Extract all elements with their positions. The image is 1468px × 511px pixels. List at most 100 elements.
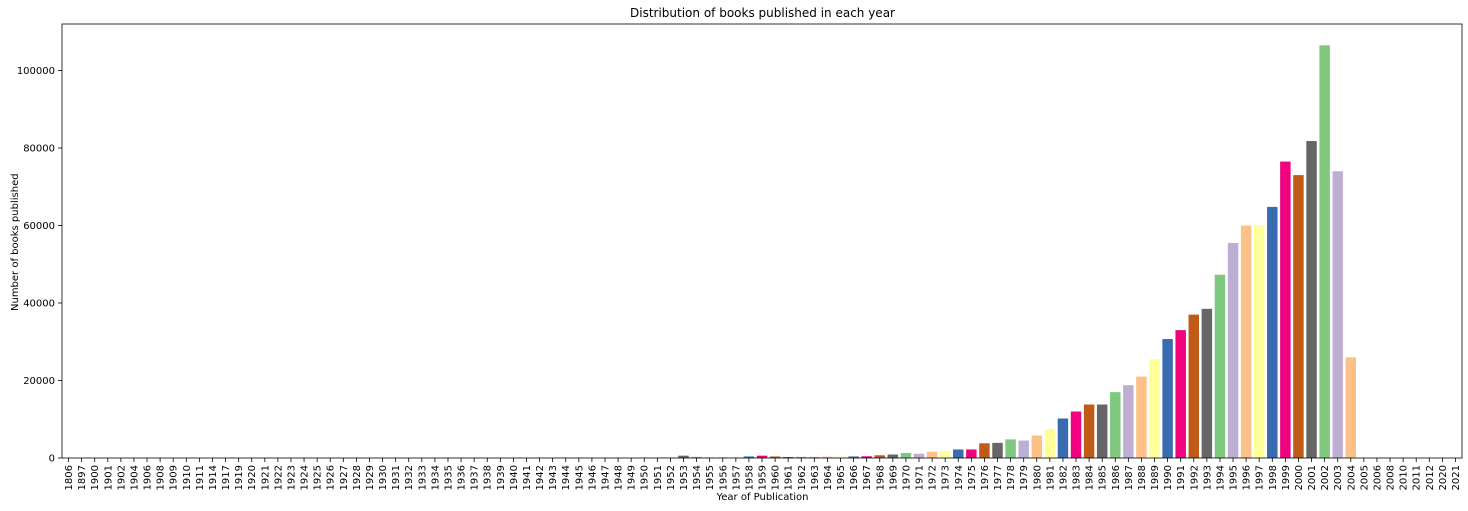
x-tick-label-1909: 1909 [169,465,180,490]
x-tick-label-1931: 1931 [391,465,402,490]
bar-1960 [769,456,781,458]
x-tick-label-1958: 1958 [744,465,755,490]
bar-1976 [979,443,990,458]
bar-1994 [1214,274,1226,458]
x-tick-label-1975: 1975 [967,465,978,490]
bar-1954 [691,456,702,458]
x-tick-label-1973: 1973 [941,465,952,490]
x-tick-label-1923: 1923 [286,465,297,490]
x-tick-label-1986: 1986 [1111,465,1122,490]
x-tick-label-1968: 1968 [875,465,886,490]
x-tick-label-2012: 2012 [1425,465,1436,490]
bar-1991 [1175,330,1186,459]
y-tick-label-40000: 40000 [23,299,55,310]
x-tick-label-1954: 1954 [692,465,703,490]
bar-1987 [1123,385,1134,458]
x-tick-label-1965: 1965 [836,465,847,490]
plot-frame [61,23,1463,459]
bar-2003 [1332,171,1343,458]
y-axis-label: Number of books published [10,173,21,311]
x-tick-label-1945: 1945 [574,465,585,490]
x-tick-label-1969: 1969 [888,465,899,490]
x-tick-label-1985: 1985 [1098,465,1109,490]
x-tick-label-1930: 1930 [378,465,389,490]
x-tick-label-1908: 1908 [156,465,167,490]
x-tick-label-2021: 2021 [1451,465,1462,490]
bar-1997 [1253,225,1265,458]
bar-1968 [874,455,885,458]
bar-1986 [1110,392,1121,459]
x-tick-label-1939: 1939 [496,465,507,490]
x-tick-label-1921: 1921 [260,465,271,490]
x-tick-label-2003: 2003 [1333,465,1344,490]
x-tick-label-1966: 1966 [849,465,860,490]
x-tick-label-1994: 1994 [1215,465,1226,490]
bar-1998 [1267,206,1278,458]
bar-1957 [730,456,742,458]
bar-1971 [913,453,925,458]
x-tick-label-1928: 1928 [352,465,363,490]
x-tick-label-1960: 1960 [771,465,782,490]
x-tick-label-2001: 2001 [1307,465,1318,490]
x-tick-label-1935: 1935 [443,465,454,490]
x-tick-label-2010: 2010 [1399,465,1410,490]
bar-1979 [1018,440,1029,458]
x-tick-label-1938: 1938 [483,465,494,490]
bar-1972 [926,451,938,458]
x-tick-label-2004: 2004 [1346,465,1357,490]
bar-2004 [1345,357,1357,458]
bar-1984 [1083,404,1095,458]
x-tick-label-1949: 1949 [627,465,638,490]
x-tick-label-1951: 1951 [653,465,664,490]
bar-1985 [1096,404,1108,458]
bar-2002 [1319,45,1330,459]
bar-1980 [1031,435,1042,458]
x-tick-label-1971: 1971 [915,465,926,490]
x-tick-label-1806: 1806 [64,465,75,490]
bar-1962 [796,456,807,458]
x-tick-label-1932: 1932 [404,465,415,490]
x-tick-label-1953: 1953 [679,465,690,490]
x-tick-label-2008: 2008 [1386,465,1397,490]
x-tick-label-1920: 1920 [247,465,258,490]
x-tick-label-1974: 1974 [954,465,965,490]
x-tick-label-1926: 1926 [326,465,337,490]
x-tick-label-1904: 1904 [129,465,140,490]
x-tick-label-1946: 1946 [587,465,598,490]
bar-1989 [1149,359,1160,458]
bar-2000 [1293,175,1304,459]
x-tick-label-1906: 1906 [143,465,154,490]
x-tick-label-1997: 1997 [1255,465,1266,490]
x-tick-label-1925: 1925 [313,465,324,490]
bar-1969 [887,454,899,458]
x-tick-label-1917: 1917 [221,465,232,490]
chart-title: Distribution of books published in each … [630,6,895,20]
x-tick-label-1962: 1962 [797,465,808,490]
x-tick-label-1984: 1984 [1085,465,1096,490]
x-tick-label-1922: 1922 [273,465,284,490]
x-tick-label-1981: 1981 [1045,465,1056,490]
x-tick-label-2006: 2006 [1372,465,1383,490]
x-tick-label-1976: 1976 [980,465,991,490]
x-tick-label-1924: 1924 [300,465,311,490]
x-tick-label-2005: 2005 [1359,465,1370,490]
x-tick-label-1967: 1967 [862,465,873,490]
x-tick-label-1901: 1901 [103,465,114,490]
bar-1975 [966,449,977,458]
x-tick-label-2002: 2002 [1320,465,1331,490]
bar-1993 [1201,308,1213,458]
bar-1999 [1280,161,1291,458]
x-tick-label-1941: 1941 [522,465,533,490]
x-tick-label-1943: 1943 [548,465,559,490]
x-tick-label-1957: 1957 [731,465,742,490]
y-tick-label-0: 0 [49,454,55,465]
bar-1983 [1070,411,1082,458]
x-tick-label-1900: 1900 [90,465,101,490]
bar-1964 [822,456,833,458]
x-tick-label-1964: 1964 [823,465,834,490]
x-tick-label-1914: 1914 [208,465,219,490]
x-tick-label-1979: 1979 [1019,465,1030,490]
x-tick-label-2020: 2020 [1438,465,1449,490]
bar-1959 [756,455,768,458]
x-tick-label-1929: 1929 [365,465,376,490]
